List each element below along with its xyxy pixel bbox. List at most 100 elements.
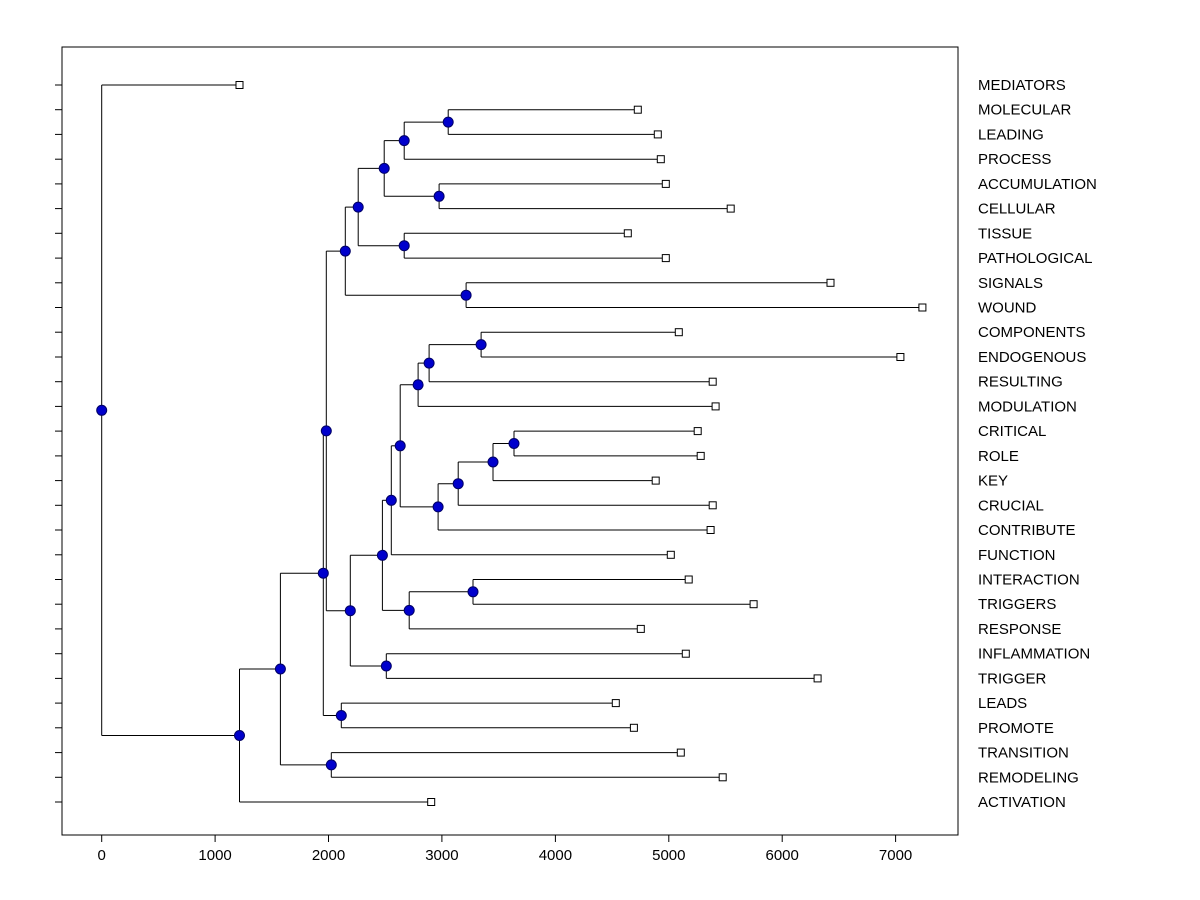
leaf-marker[interactable] — [696, 451, 705, 460]
leaf-label: SIGNALS — [978, 275, 1043, 292]
internal-node-marker[interactable] — [274, 663, 286, 675]
internal-node-marker[interactable] — [432, 501, 444, 513]
internal-node-marker[interactable] — [325, 759, 337, 771]
leaf-label: WOUND — [978, 300, 1036, 317]
leaf-marker[interactable] — [623, 229, 632, 238]
leaf-label: TRIGGER — [978, 670, 1047, 687]
leaf-marker[interactable] — [726, 204, 735, 213]
internal-node-marker[interactable] — [487, 456, 499, 468]
x-axis-tick-label: 7000 — [879, 847, 912, 864]
leaf-marker[interactable] — [676, 748, 685, 757]
leaf-marker[interactable] — [706, 526, 715, 534]
leaf-marker[interactable] — [651, 476, 660, 485]
leaf-label: TRANSITION — [978, 745, 1069, 762]
leaf-label: PATHOLOGICAL — [978, 250, 1092, 267]
x-axis-tick-label: 4000 — [539, 847, 572, 864]
leaf-marker[interactable] — [749, 600, 758, 609]
internal-node-marker[interactable] — [423, 357, 435, 369]
x-axis-tick-label: 1000 — [198, 847, 231, 864]
x-axis-tick-label: 0 — [98, 847, 106, 864]
leaf-marker[interactable] — [896, 353, 905, 361]
leaf-label: TRIGGERS — [978, 596, 1056, 613]
leaf-marker[interactable] — [708, 501, 717, 510]
internal-node-marker[interactable] — [344, 605, 356, 617]
leaf-marker[interactable] — [813, 674, 822, 683]
leaf-marker[interactable] — [718, 773, 727, 782]
leaf-label: CRUCIAL — [978, 497, 1044, 514]
internal-node-marker[interactable] — [352, 201, 364, 213]
leaf-label: MODULATION — [978, 398, 1077, 415]
leaf-label: MEDIATORS — [978, 77, 1066, 94]
internal-node-marker[interactable] — [380, 660, 392, 672]
leaf-label: INFLAMMATION — [978, 646, 1090, 663]
leaf-label: TISSUE — [978, 225, 1032, 242]
leaf-label: ACTIVATION — [978, 794, 1066, 811]
leaf-label: RESULTING — [978, 374, 1063, 391]
leaf-label: FUNCTION — [978, 547, 1056, 564]
internal-node-marker[interactable] — [394, 440, 406, 452]
internal-node-marker[interactable] — [403, 604, 415, 616]
leaf-marker[interactable] — [666, 550, 675, 559]
leaf-marker[interactable] — [693, 427, 702, 436]
leaf-marker[interactable] — [611, 699, 620, 708]
leaf-marker[interactable] — [427, 798, 436, 806]
leaf-marker[interactable] — [674, 328, 683, 337]
leaf-marker[interactable] — [661, 179, 670, 188]
leaf-label: LEADING — [978, 126, 1044, 143]
leaf-marker[interactable] — [681, 649, 690, 658]
leaf-label: RESPONSE — [978, 621, 1061, 638]
leaf-marker[interactable] — [826, 278, 835, 287]
leaf-label: LEADS — [978, 695, 1027, 712]
leaf-marker[interactable] — [661, 254, 670, 263]
leaf-marker[interactable] — [636, 624, 645, 633]
plot-border — [61, 46, 959, 836]
leaf-label: ENDOGENOUS — [978, 349, 1086, 366]
internal-node-marker[interactable] — [320, 425, 332, 437]
internal-node-marker[interactable] — [508, 438, 520, 449]
leaf-marker[interactable] — [708, 377, 717, 386]
leaf-label: INTERACTION — [978, 572, 1080, 589]
leaf-label: PROMOTE — [978, 720, 1054, 737]
internal-node-marker[interactable] — [433, 190, 445, 202]
internal-node-marker[interactable] — [467, 586, 479, 598]
leaf-label: PROCESS — [978, 151, 1051, 168]
internal-node-marker[interactable] — [335, 710, 347, 721]
internal-node-marker[interactable] — [460, 289, 472, 301]
leaf-label: CELLULAR — [978, 201, 1056, 218]
leaf-label: CONTRIBUTE — [978, 522, 1076, 539]
leaf-marker[interactable] — [629, 723, 638, 732]
internal-node-marker[interactable] — [376, 549, 388, 561]
leaf-label: MOLECULAR — [978, 102, 1072, 119]
leaf-marker[interactable] — [235, 81, 244, 89]
leaf-label: ROLE — [978, 448, 1019, 465]
internal-node-marker[interactable] — [412, 379, 424, 391]
internal-node-marker[interactable] — [339, 245, 351, 257]
leaf-label: KEY — [978, 473, 1008, 490]
x-axis-tick-label: 5000 — [652, 847, 685, 864]
leaf-marker[interactable] — [656, 155, 665, 164]
internal-node-marker[interactable] — [234, 730, 245, 741]
leaf-marker[interactable] — [633, 105, 642, 114]
internal-node-marker[interactable] — [378, 162, 390, 174]
x-axis-tick-label: 6000 — [766, 847, 799, 864]
internal-node-marker[interactable] — [398, 135, 410, 147]
leaf-marker[interactable] — [711, 402, 720, 411]
leaf-label: REMODELING — [978, 769, 1079, 786]
x-axis-tick-label: 3000 — [425, 847, 458, 864]
internal-node-marker[interactable] — [317, 567, 329, 579]
leaf-marker[interactable] — [918, 303, 927, 312]
internal-node-marker[interactable] — [96, 404, 108, 416]
x-axis-tick-label: 2000 — [312, 847, 345, 864]
leaf-marker[interactable] — [684, 575, 693, 584]
leaf-label: CRITICAL — [978, 423, 1046, 440]
internal-node-marker[interactable] — [398, 240, 410, 252]
internal-node-marker[interactable] — [452, 478, 464, 490]
internal-node-marker[interactable] — [385, 494, 397, 506]
leaf-label: COMPONENTS — [978, 324, 1086, 341]
internal-node-marker[interactable] — [442, 116, 454, 128]
leaf-label: ACCUMULATION — [978, 176, 1097, 193]
leaf-marker[interactable] — [653, 130, 662, 139]
internal-node-marker[interactable] — [475, 339, 487, 351]
